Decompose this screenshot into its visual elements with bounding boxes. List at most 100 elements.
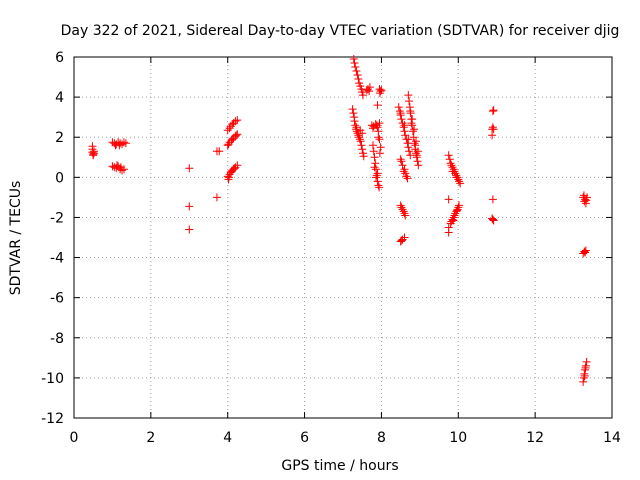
data-point <box>409 133 418 142</box>
data-point <box>413 147 422 156</box>
data-point <box>489 216 498 225</box>
data-point <box>403 139 412 148</box>
x-axis-label: GPS time / hours <box>281 458 398 474</box>
data-point <box>445 155 454 164</box>
data-point <box>406 107 415 116</box>
data-point <box>412 149 421 158</box>
data-point <box>399 123 408 132</box>
data-point <box>363 85 372 94</box>
data-point <box>403 174 412 183</box>
x-tick-label: 12 <box>526 430 544 446</box>
data-point <box>370 153 379 162</box>
data-point <box>355 133 364 142</box>
data-point <box>397 236 406 245</box>
data-point <box>358 129 367 138</box>
y-axis-label: SDTVAR / TECUs <box>8 181 24 296</box>
data-point <box>489 106 498 115</box>
data-point <box>368 141 377 150</box>
data-point <box>357 141 366 150</box>
data-point <box>582 357 591 366</box>
data-point <box>119 138 128 147</box>
data-point <box>581 363 590 372</box>
data-point <box>579 377 588 386</box>
data-points <box>88 55 592 386</box>
data-point <box>116 163 125 172</box>
data-point <box>228 135 237 144</box>
data-point <box>579 191 588 200</box>
x-tick-label: 2 <box>146 430 155 446</box>
data-point <box>370 163 379 172</box>
x-tick-label: 10 <box>449 430 467 446</box>
data-point <box>488 214 497 223</box>
data-point <box>413 157 422 166</box>
x-tick-label: 4 <box>223 430 232 446</box>
data-point <box>395 107 404 116</box>
data-point <box>215 147 224 156</box>
data-point <box>372 171 381 180</box>
data-point <box>398 161 407 170</box>
data-point <box>405 97 414 106</box>
data-point <box>401 211 410 220</box>
data-point <box>224 173 233 182</box>
data-point <box>374 133 383 142</box>
data-point <box>352 67 361 76</box>
x-tick-label: 6 <box>300 430 309 446</box>
data-point <box>355 135 364 144</box>
data-point <box>447 217 456 226</box>
data-point <box>404 91 413 100</box>
data-point <box>410 139 419 148</box>
y-tick-label: -4 <box>50 251 64 267</box>
data-point <box>376 87 385 96</box>
data-point <box>412 151 421 160</box>
data-point <box>412 137 421 146</box>
data-point <box>452 173 461 182</box>
data-point <box>398 235 407 244</box>
x-tick-label: 14 <box>603 430 621 446</box>
data-point <box>350 59 359 68</box>
data-point <box>581 246 590 255</box>
data-point <box>404 143 413 152</box>
data-point <box>353 71 362 80</box>
data-point <box>349 55 358 64</box>
y-tick-label: 0 <box>55 170 64 186</box>
data-point <box>358 145 367 154</box>
data-point <box>398 205 407 214</box>
data-point <box>230 164 239 173</box>
data-point <box>373 101 382 110</box>
data-point <box>450 211 459 220</box>
data-point <box>414 161 423 170</box>
chart-title: Day 322 of 2021, Sidereal Day-to-day VTE… <box>61 23 620 39</box>
data-point <box>580 247 589 256</box>
data-point <box>231 117 240 126</box>
data-point <box>399 207 408 216</box>
data-point <box>488 215 497 224</box>
data-point <box>446 159 455 168</box>
data-point <box>455 177 464 186</box>
grid <box>74 57 612 418</box>
axis-ticks <box>73 56 613 419</box>
data-point <box>227 136 236 145</box>
data-point <box>456 179 465 188</box>
data-point <box>408 127 417 136</box>
data-point <box>224 140 233 149</box>
data-point <box>394 103 403 112</box>
data-point <box>488 195 497 204</box>
data-point <box>362 86 371 95</box>
data-point <box>453 206 462 215</box>
data-point <box>448 167 457 176</box>
data-point <box>488 131 497 140</box>
y-tick-labels: -12 -10 -8 -6 -4 -2 0 2 4 6 <box>41 50 64 427</box>
data-point <box>489 125 498 134</box>
data-point <box>488 123 497 132</box>
data-point <box>444 228 453 237</box>
data-point <box>488 107 497 116</box>
data-point <box>448 215 457 224</box>
data-point <box>371 159 380 168</box>
data-point <box>348 105 357 114</box>
data-point <box>351 63 360 72</box>
data-point <box>212 193 221 202</box>
data-point <box>449 216 458 225</box>
data-point <box>372 173 381 182</box>
data-point <box>397 203 406 212</box>
x-tick-label: 8 <box>377 430 386 446</box>
